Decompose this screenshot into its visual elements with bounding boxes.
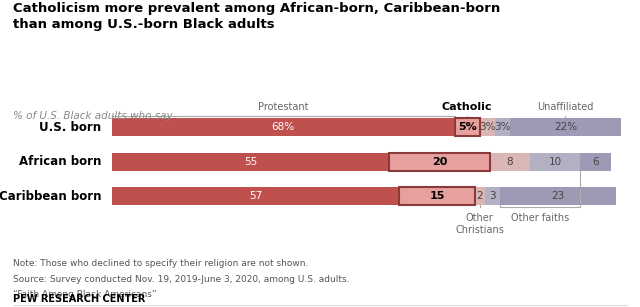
Text: 20: 20 — [432, 157, 447, 167]
Text: Other faiths: Other faiths — [511, 213, 570, 223]
Text: Note: Those who declined to specify their religion are not shown.: Note: Those who declined to specify thei… — [13, 259, 308, 268]
Text: Catholicism more prevalent among African-born, Caribbean-born
than among U.S.-bo: Catholicism more prevalent among African… — [13, 2, 500, 31]
Text: 22%: 22% — [554, 122, 577, 132]
Bar — [112, 153, 389, 171]
Bar — [480, 119, 495, 136]
Text: Source: Survey conducted Nov. 19, 2019-June 3, 2020, among U.S. adults.: Source: Survey conducted Nov. 19, 2019-J… — [13, 275, 349, 284]
Bar — [389, 153, 490, 171]
Bar — [490, 153, 530, 171]
Text: 6: 6 — [592, 157, 599, 167]
Text: 23: 23 — [551, 191, 564, 201]
Text: Protestant: Protestant — [258, 102, 308, 112]
Text: Other
Christians: Other Christians — [455, 213, 504, 235]
Bar — [112, 187, 399, 205]
Bar — [399, 187, 475, 205]
Bar — [484, 187, 500, 205]
Text: Unaffiliated: Unaffiliated — [537, 102, 593, 112]
Text: 10: 10 — [548, 157, 562, 167]
Bar — [112, 119, 454, 136]
Text: 8: 8 — [507, 157, 513, 167]
Bar — [389, 153, 490, 171]
Bar — [580, 153, 611, 171]
Bar — [454, 119, 480, 136]
Bar — [454, 119, 480, 136]
Text: “Faith Among Black Americans”: “Faith Among Black Americans” — [13, 290, 156, 299]
Text: Catholic: Catholic — [442, 102, 492, 112]
Bar — [399, 187, 475, 205]
Bar — [510, 119, 621, 136]
Text: 15: 15 — [429, 191, 445, 201]
Bar — [500, 187, 616, 205]
Text: 68%: 68% — [272, 122, 295, 132]
Bar — [495, 119, 510, 136]
Text: 3: 3 — [489, 191, 495, 201]
Text: 5%: 5% — [458, 122, 477, 132]
Text: 55: 55 — [244, 157, 257, 167]
Text: 3%: 3% — [479, 122, 495, 132]
Text: 57: 57 — [249, 191, 262, 201]
Text: % of U.S. Black adults who say ...: % of U.S. Black adults who say ... — [13, 111, 186, 121]
Bar — [530, 153, 580, 171]
Text: PEW RESEARCH CENTER: PEW RESEARCH CENTER — [13, 294, 145, 304]
Text: 2: 2 — [476, 191, 483, 201]
Text: 3%: 3% — [494, 122, 511, 132]
Bar — [475, 187, 484, 205]
